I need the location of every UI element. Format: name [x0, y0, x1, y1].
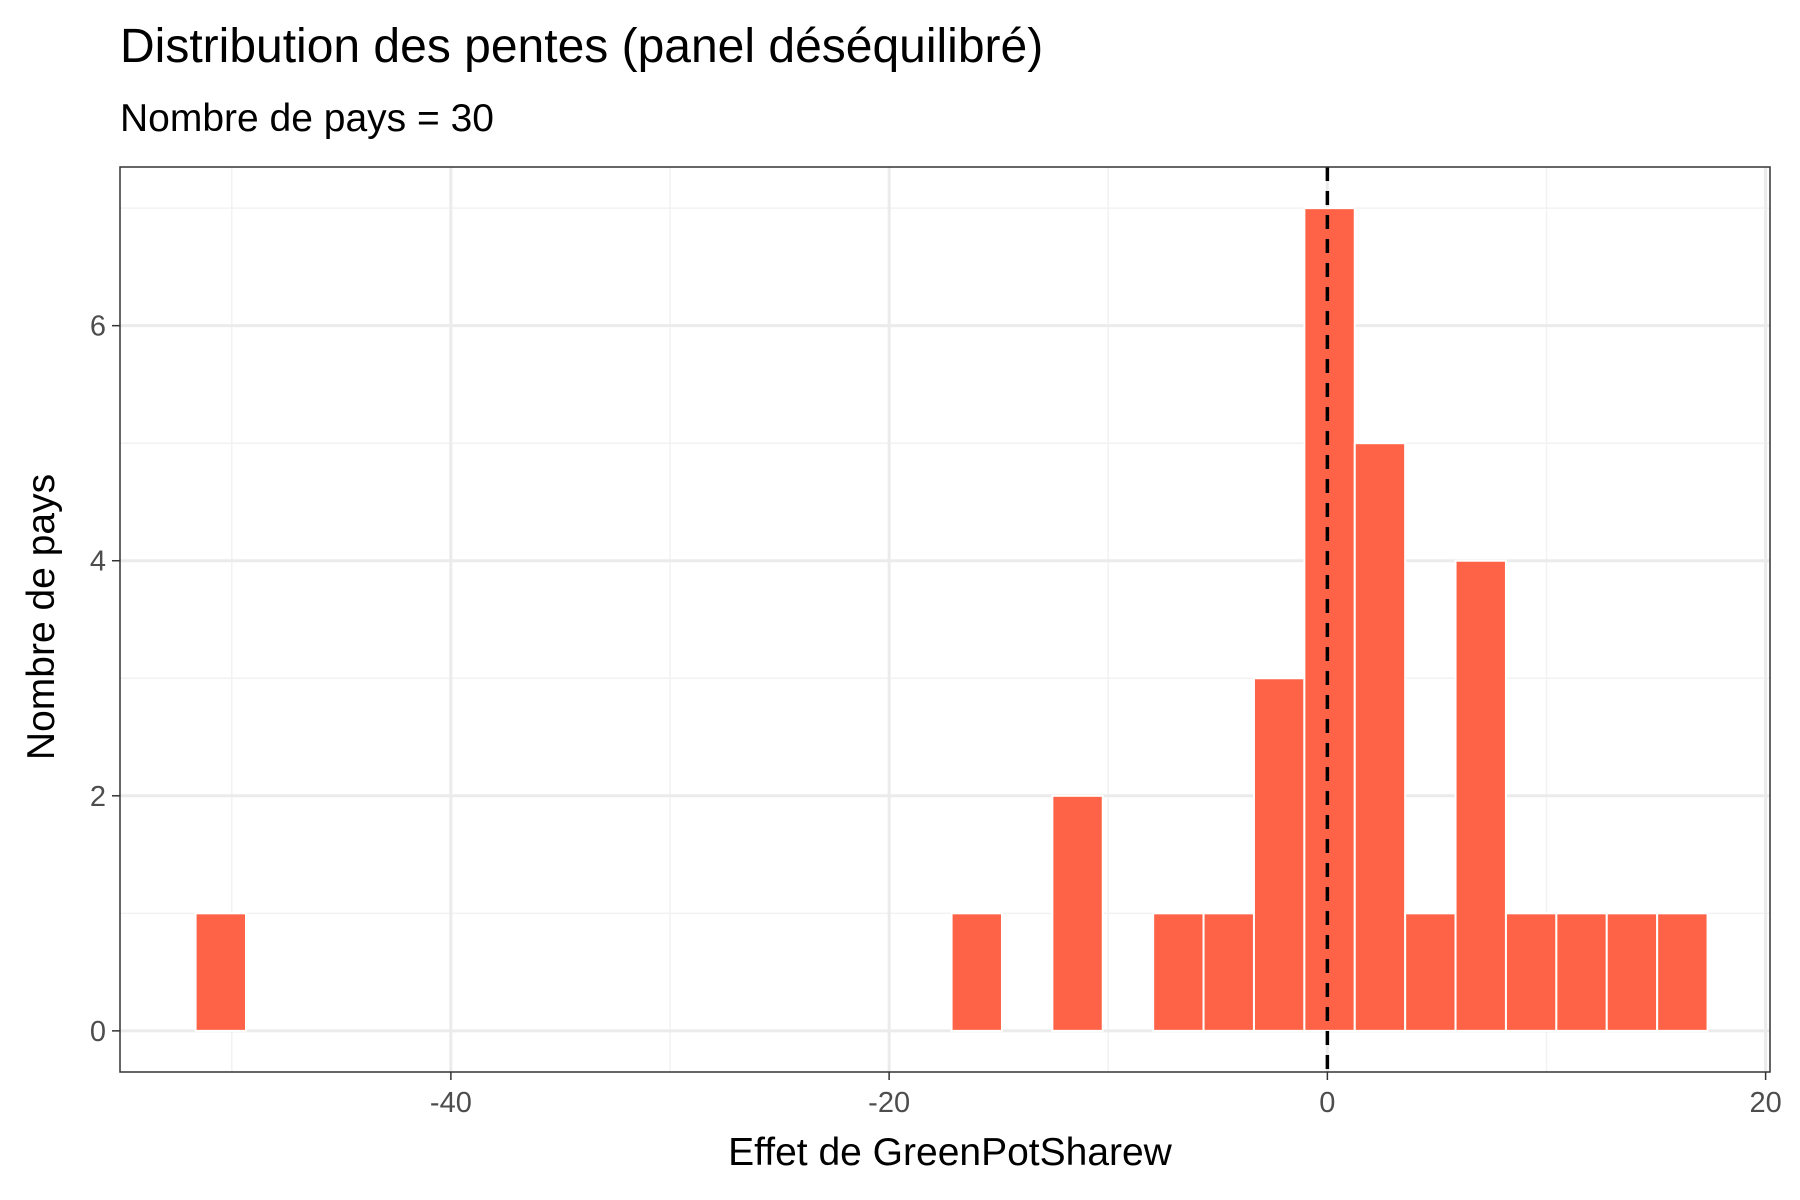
- x-tick-label: -20: [868, 1087, 910, 1119]
- y-tick-label: 2: [90, 781, 106, 813]
- y-axis: 0 2 4 6: [90, 311, 120, 1048]
- y-tick-label: 0: [90, 1016, 106, 1048]
- histogram-bar-11: [1555, 912, 1608, 1032]
- x-tick-label: 0: [1319, 1087, 1335, 1119]
- bars: [194, 207, 1709, 1032]
- histogram-bar-2: [1051, 794, 1104, 1032]
- histogram-bar-5: [1252, 677, 1306, 1032]
- histogram-bar-12: [1605, 912, 1659, 1032]
- panel-border: [119, 166, 1771, 1073]
- x-tick-label: -40: [430, 1087, 472, 1119]
- chart-subtitle: Nombre de pays = 30: [120, 97, 494, 140]
- y-tick-label: 6: [90, 311, 106, 343]
- x-axis-label: Effet de GreenPotSharew: [728, 1131, 1173, 1174]
- histogram-bar-6: [1303, 207, 1356, 1032]
- histogram-bar-0: [194, 912, 247, 1032]
- histogram-bar-13: [1656, 912, 1709, 1032]
- histogram-bar-7: [1353, 442, 1407, 1032]
- histogram-bar-1: [950, 912, 1003, 1032]
- histogram-bar-4: [1202, 912, 1255, 1032]
- chart-title: Distribution des pentes (panel déséquili…: [120, 20, 1043, 73]
- grid-minor: [120, 167, 1770, 1072]
- histogram-bar-9: [1454, 559, 1507, 1032]
- x-axis: -40 -20 0 20: [430, 1072, 1782, 1119]
- histogram-bar-10: [1504, 912, 1558, 1032]
- y-axis-label: Nombre de pays: [20, 474, 63, 760]
- x-tick-label: 20: [1749, 1087, 1781, 1119]
- histogram-bar-3: [1152, 912, 1205, 1032]
- histogram-bar-8: [1404, 912, 1457, 1032]
- y-tick-label: 4: [90, 546, 106, 578]
